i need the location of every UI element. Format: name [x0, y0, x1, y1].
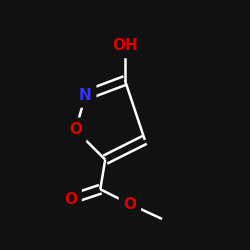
Text: O: O [67, 120, 84, 140]
Text: O: O [62, 190, 79, 209]
Text: N: N [77, 86, 94, 105]
Text: OH: OH [108, 36, 142, 56]
Text: O: O [124, 196, 136, 212]
Text: O: O [69, 122, 82, 138]
Text: O: O [122, 194, 138, 214]
Text: OH: OH [112, 38, 138, 54]
Text: N: N [79, 88, 92, 103]
Text: O: O [64, 192, 77, 207]
